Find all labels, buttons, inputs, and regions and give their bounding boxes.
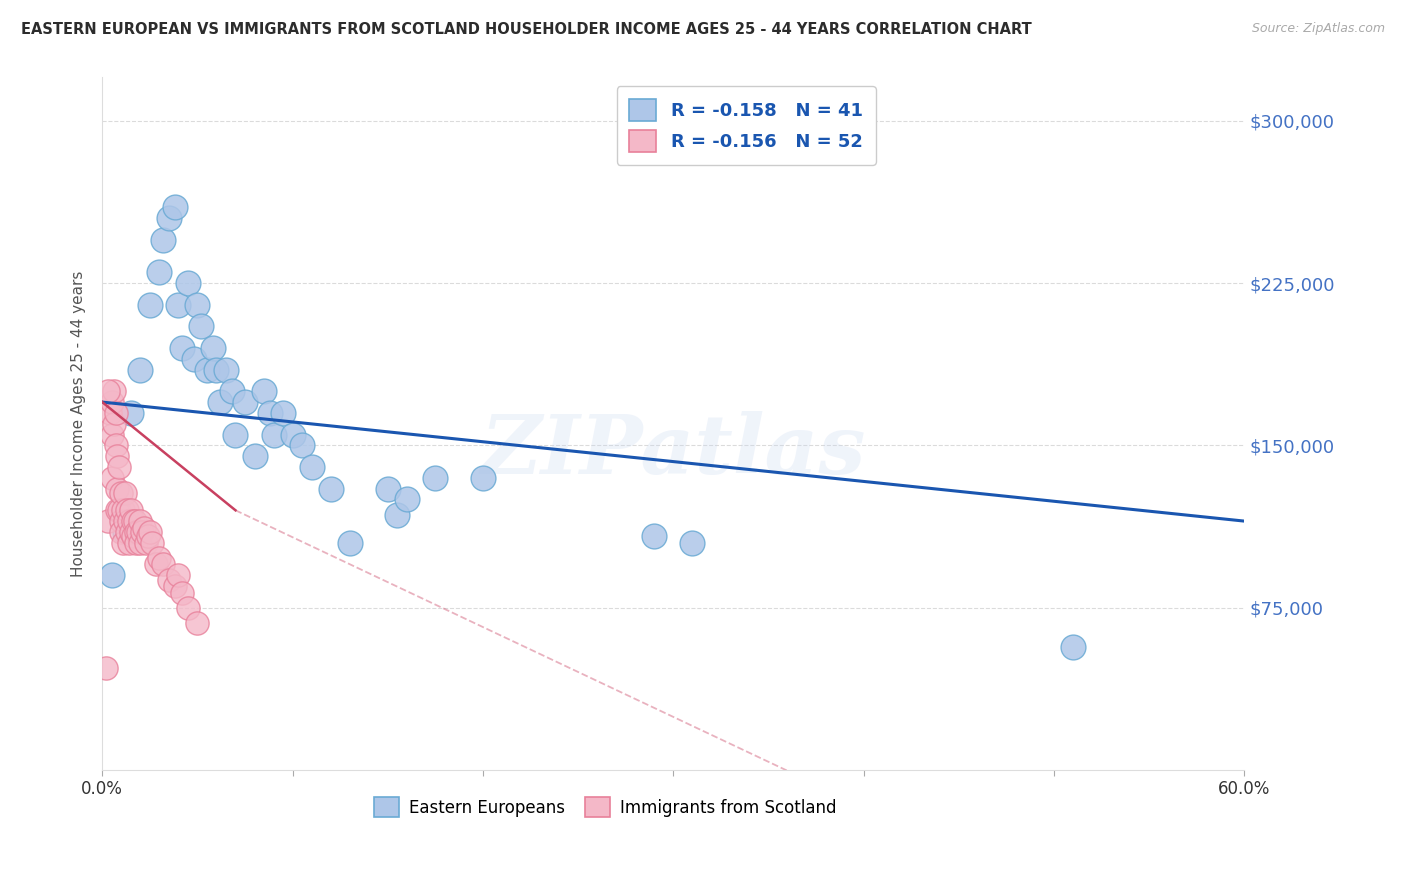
- Point: [319, 482, 342, 496]
- Point: [98, 406, 121, 420]
- Point: [163, 579, 186, 593]
- Point: [148, 550, 170, 565]
- Point: [129, 535, 152, 549]
- Point: [108, 460, 131, 475]
- Point: [131, 524, 153, 539]
- Point: [387, 508, 409, 522]
- Point: [100, 427, 122, 442]
- Point: [259, 406, 281, 420]
- Point: [114, 514, 136, 528]
- Point: [152, 558, 174, 572]
- Point: [395, 492, 418, 507]
- Point: [112, 535, 135, 549]
- Point: [107, 503, 129, 517]
- Point: [209, 395, 232, 409]
- Point: [112, 503, 135, 517]
- Point: [100, 395, 122, 409]
- Y-axis label: Householder Income Ages 25 - 44 years: Householder Income Ages 25 - 44 years: [72, 270, 86, 577]
- Point: [125, 535, 148, 549]
- Point: [97, 384, 120, 399]
- Point: [377, 482, 399, 496]
- Point: [100, 471, 122, 485]
- Point: [183, 351, 205, 366]
- Point: [108, 503, 131, 517]
- Point: [186, 298, 208, 312]
- Point: [139, 524, 162, 539]
- Point: [114, 486, 136, 500]
- Point: [177, 276, 200, 290]
- Point: [103, 384, 125, 399]
- Point: [339, 535, 361, 549]
- Point: [167, 298, 190, 312]
- Point: [243, 449, 266, 463]
- Point: [281, 427, 304, 442]
- Point: [145, 558, 167, 572]
- Point: [107, 482, 129, 496]
- Point: [125, 524, 148, 539]
- Text: ZIPatlas: ZIPatlas: [481, 411, 866, 491]
- Point: [253, 384, 276, 399]
- Point: [132, 520, 155, 534]
- Point: [224, 427, 246, 442]
- Point: [148, 265, 170, 279]
- Point: [301, 460, 323, 475]
- Point: [186, 615, 208, 630]
- Point: [120, 524, 142, 539]
- Point: [121, 529, 143, 543]
- Point: [141, 535, 163, 549]
- Point: [221, 384, 243, 399]
- Point: [172, 585, 194, 599]
- Point: [97, 514, 120, 528]
- Point: [425, 471, 447, 485]
- Point: [121, 514, 143, 528]
- Point: [104, 406, 127, 420]
- Point: [129, 362, 152, 376]
- Point: [127, 524, 149, 539]
- Point: [157, 573, 180, 587]
- Legend: Eastern Europeans, Immigrants from Scotland: Eastern Europeans, Immigrants from Scotl…: [367, 790, 842, 824]
- Point: [135, 535, 157, 549]
- Point: [152, 233, 174, 247]
- Point: [1062, 640, 1084, 654]
- Point: [167, 568, 190, 582]
- Point: [190, 319, 212, 334]
- Point: [291, 438, 314, 452]
- Point: [103, 417, 125, 431]
- Point: [201, 341, 224, 355]
- Point: [205, 362, 228, 376]
- Point: [271, 406, 294, 420]
- Text: EASTERN EUROPEAN VS IMMIGRANTS FROM SCOTLAND HOUSEHOLDER INCOME AGES 25 - 44 YEA: EASTERN EUROPEAN VS IMMIGRANTS FROM SCOT…: [21, 22, 1032, 37]
- Point: [114, 524, 136, 539]
- Point: [110, 486, 132, 500]
- Point: [157, 211, 180, 226]
- Point: [177, 600, 200, 615]
- Point: [129, 514, 152, 528]
- Point: [115, 524, 138, 539]
- Point: [215, 362, 238, 376]
- Point: [110, 514, 132, 528]
- Point: [104, 438, 127, 452]
- Point: [263, 427, 285, 442]
- Point: [94, 661, 117, 675]
- Point: [139, 298, 162, 312]
- Point: [136, 529, 159, 543]
- Point: [163, 200, 186, 214]
- Point: [172, 341, 194, 355]
- Point: [118, 535, 141, 549]
- Point: [120, 503, 142, 517]
- Point: [107, 449, 129, 463]
- Point: [471, 471, 494, 485]
- Point: [233, 395, 256, 409]
- Point: [110, 524, 132, 539]
- Point: [118, 514, 141, 528]
- Point: [115, 503, 138, 517]
- Point: [681, 535, 703, 549]
- Point: [195, 362, 218, 376]
- Point: [100, 568, 122, 582]
- Point: [124, 514, 146, 528]
- Point: [643, 529, 665, 543]
- Text: Source: ZipAtlas.com: Source: ZipAtlas.com: [1251, 22, 1385, 36]
- Point: [120, 406, 142, 420]
